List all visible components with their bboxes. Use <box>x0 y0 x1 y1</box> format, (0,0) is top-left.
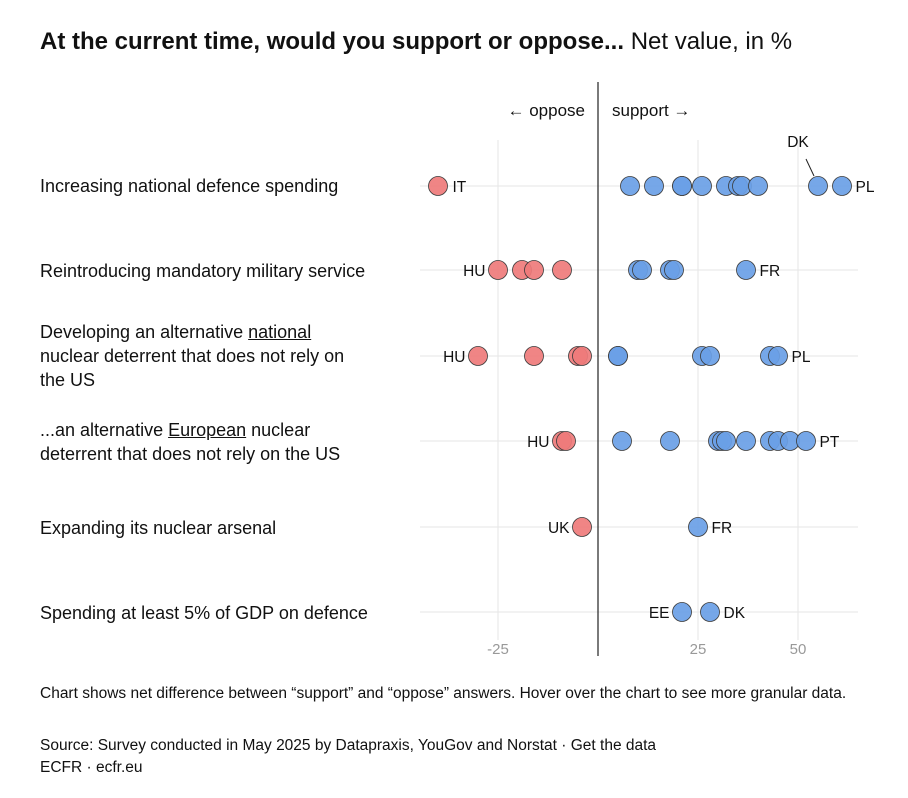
chart-source: Source: Survey conducted in May 2025 by … <box>40 737 657 754</box>
data-point-support[interactable] <box>736 431 756 451</box>
data-point-support[interactable] <box>608 346 628 366</box>
data-point-support[interactable] <box>688 517 708 537</box>
data-point-oppose[interactable] <box>572 517 592 537</box>
chart-credit: ECFR · ecfr.eu <box>40 759 143 776</box>
data-point-support[interactable] <box>808 176 828 196</box>
support-label: support → <box>612 101 690 120</box>
data-point-oppose[interactable] <box>556 431 576 451</box>
country-label: HU <box>443 349 465 366</box>
oppose-label: ← oppose <box>508 101 586 120</box>
data-point-support[interactable] <box>660 431 680 451</box>
callout-line <box>805 158 815 177</box>
row-label-4-part-b: nuclear deterrent that does not rely on … <box>40 420 341 464</box>
data-point-support[interactable] <box>672 176 692 196</box>
data-point-support[interactable] <box>748 176 768 196</box>
row-label-4: ...an alternative European nuclear deter… <box>40 418 370 466</box>
dot-plot[interactable]: ← oppose support → -25 25 50 IT DK PL HU FR HU PL HU… <box>0 0 908 680</box>
data-point-oppose[interactable] <box>524 260 544 280</box>
x-tick-label: -25 <box>487 641 509 658</box>
data-point-support[interactable] <box>612 431 632 451</box>
data-point-support[interactable] <box>672 602 692 622</box>
row-label-4-emphasis: European <box>168 420 247 440</box>
data-point-oppose[interactable] <box>468 346 488 366</box>
data-point-support[interactable] <box>768 346 788 366</box>
country-label: HU <box>527 434 549 451</box>
country-label: EE <box>649 605 670 622</box>
country-label: UK <box>548 520 570 537</box>
country-label: PT <box>820 434 840 451</box>
data-point-oppose[interactable] <box>428 176 448 196</box>
country-label: DK <box>724 605 746 622</box>
row-label-4-part-a: ...an alternative <box>40 420 169 440</box>
country-label: IT <box>453 179 467 196</box>
chart-title: At the current time, would you support o… <box>40 28 792 56</box>
chart-title-bold: At the current time, would you support o… <box>40 28 625 55</box>
data-point-support[interactable] <box>796 431 816 451</box>
row-label-3-part-a: Developing an alternative <box>40 322 249 342</box>
row-label-3-emphasis: national <box>248 322 312 342</box>
row-label-3-part-b: nuclear deterrent that does not rely on … <box>40 346 345 390</box>
data-point-support[interactable] <box>716 431 736 451</box>
country-label: DK <box>787 134 809 151</box>
country-label: PL <box>856 179 875 196</box>
country-label: FR <box>712 520 733 537</box>
data-point-support[interactable] <box>700 602 720 622</box>
chart-note: Chart shows net difference between “supp… <box>40 685 847 702</box>
data-point-support[interactable] <box>736 260 756 280</box>
row-label-3: Developing an alternative national nucle… <box>40 320 370 392</box>
data-point-support[interactable] <box>832 176 852 196</box>
x-tick-label: 25 <box>690 641 707 658</box>
data-point-support[interactable] <box>644 176 664 196</box>
country-label: FR <box>760 263 781 280</box>
data-point-oppose[interactable] <box>524 346 544 366</box>
x-tick-label: 50 <box>790 641 807 658</box>
data-point-support[interactable] <box>692 176 712 196</box>
country-label: HU <box>463 263 485 280</box>
chart-title-sub: Net value, in % <box>630 28 793 55</box>
data-point-support[interactable] <box>632 260 652 280</box>
data-point-oppose[interactable] <box>552 260 572 280</box>
row-label-1: Increasing national defence spending <box>40 176 339 196</box>
data-point-support[interactable] <box>664 260 684 280</box>
row-label-6: Spending at least 5% of GDP on defence <box>40 603 368 623</box>
data-point-oppose[interactable] <box>488 260 508 280</box>
row-label-2: Reintroducing mandatory military service <box>40 261 366 281</box>
data-point-support[interactable] <box>620 176 640 196</box>
data-point-support[interactable] <box>700 346 720 366</box>
country-label: PL <box>792 349 811 366</box>
data-point-oppose[interactable] <box>572 346 592 366</box>
row-label-5: Expanding its nuclear arsenal <box>40 518 277 538</box>
